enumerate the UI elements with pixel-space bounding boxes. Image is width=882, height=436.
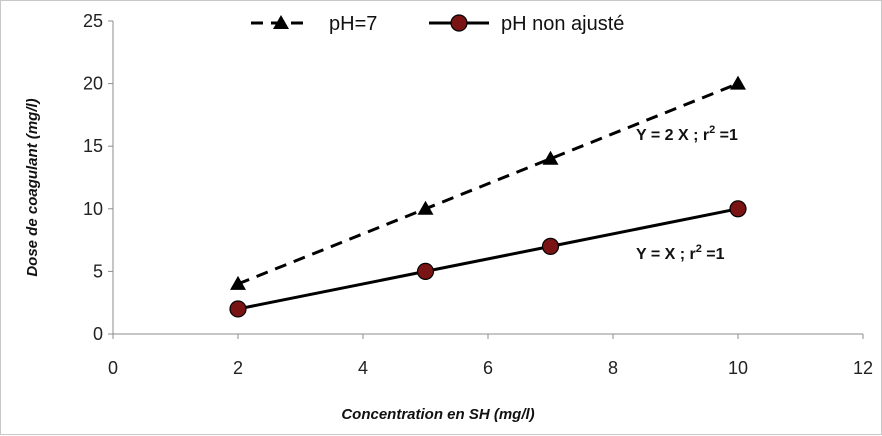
y-tick-label: 25 [83, 11, 103, 31]
data-point [542, 150, 559, 165]
legend-marker-1 [273, 15, 289, 29]
data-point [417, 200, 434, 215]
y-tick-label: 20 [83, 74, 103, 94]
y-tick-label: 10 [83, 199, 103, 219]
annotations: Y = 2 X ; r2 =1 Y = X ; r2 =1 [636, 124, 738, 263]
x-tick-label: 8 [608, 358, 618, 378]
data-point [230, 275, 246, 290]
data-point [730, 75, 746, 90]
tick-labels: 0 5 10 15 20 25 0 2 4 6 8 10 12 [83, 11, 873, 378]
data-point [416, 262, 435, 280]
data-point [541, 237, 560, 255]
data-point [729, 200, 747, 218]
series-group [229, 75, 747, 318]
legend: pH=7 pH non ajusté [251, 13, 624, 35]
x-tick-label: 6 [483, 358, 493, 378]
x-tick-label: 4 [358, 358, 368, 378]
y-tick-label: 0 [93, 324, 103, 344]
x-tick-label: 12 [853, 358, 873, 378]
legend-label-1: pH=7 [329, 13, 377, 35]
y-tick-label: 15 [83, 136, 103, 156]
x-tick-label: 10 [728, 358, 748, 378]
series-1 [230, 75, 746, 290]
series-1-line [237, 82, 739, 286]
legend-marker-2 [450, 14, 468, 32]
y-tick-label: 5 [93, 261, 103, 281]
series-2 [229, 200, 747, 318]
axes [108, 20, 864, 339]
equation-annotation-2: Y = X ; r2 =1 [636, 243, 725, 263]
equation-annotation-1: Y = 2 X ; r2 =1 [636, 124, 738, 144]
x-tick-label: 2 [233, 358, 243, 378]
series-2-line [237, 207, 739, 311]
legend-label-2: pH non ajusté [501, 13, 624, 35]
y-axis-title: Dose de coagulant (mg/l) [24, 98, 41, 276]
x-tick-label: 0 [108, 358, 118, 378]
data-point [229, 300, 247, 318]
x-axis-title: Concentration en SH (mg/l) [341, 406, 534, 423]
